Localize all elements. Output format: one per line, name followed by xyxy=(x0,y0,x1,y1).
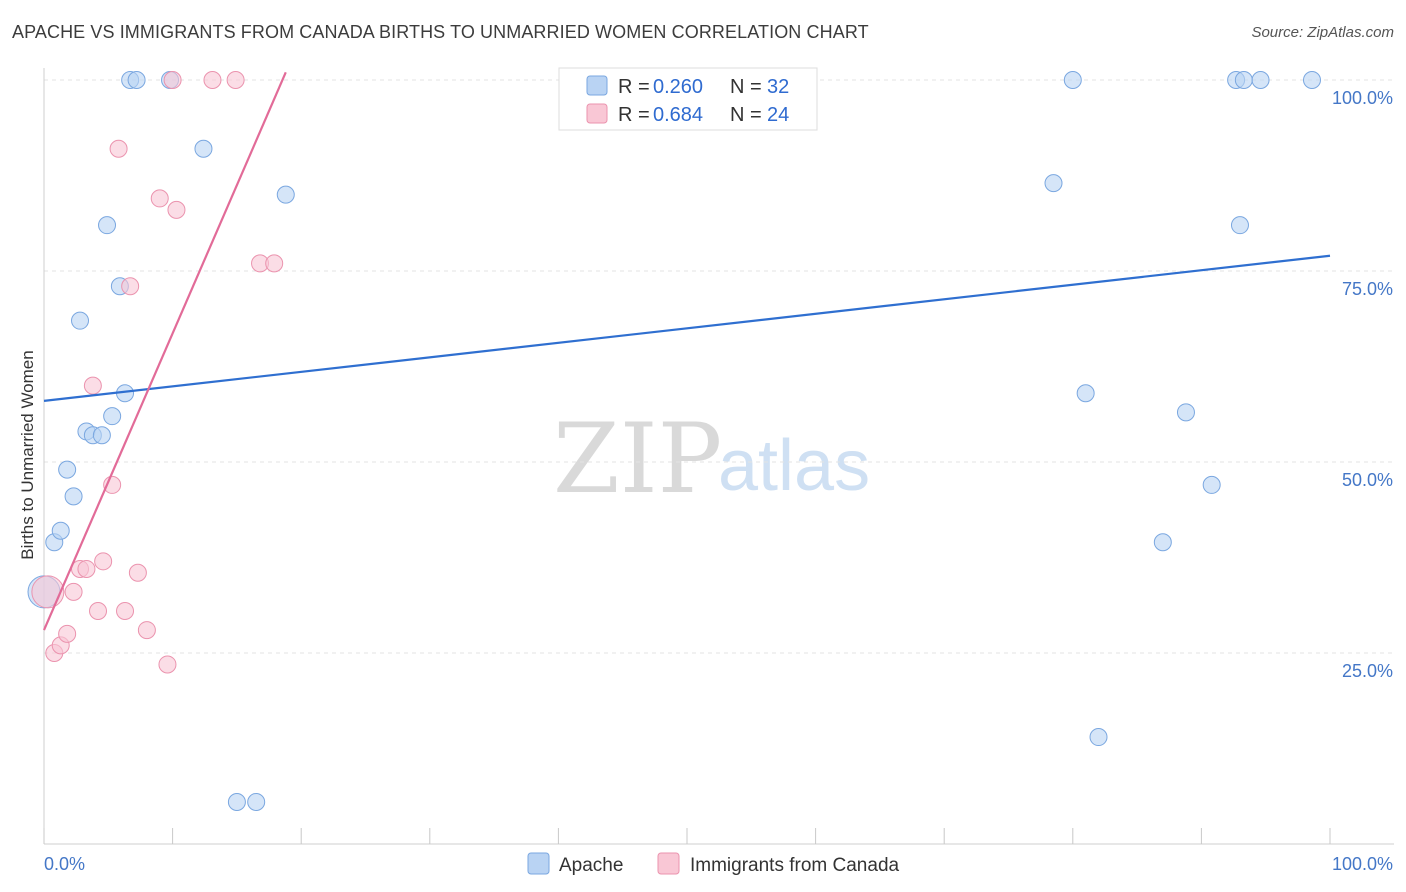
legend-apache-label: Apache xyxy=(559,855,623,876)
canada-point-21 xyxy=(226,71,245,89)
y-tick-label-100: 100.0% xyxy=(1332,88,1393,108)
canada-point-18 xyxy=(163,71,182,89)
canada-point-9 xyxy=(94,552,113,571)
apache-point-30 xyxy=(1251,71,1270,89)
canada-point-15 xyxy=(137,621,156,640)
apache-r-label: R = xyxy=(618,76,650,98)
apache-point-31 xyxy=(1302,71,1321,89)
x-tick-label-0: 0.0% xyxy=(44,854,85,874)
canada-n-label: N = xyxy=(730,104,762,126)
apache-trend-line xyxy=(43,254,1331,402)
canada-r-value: 0.684 xyxy=(653,104,703,126)
canada-point-6 xyxy=(77,559,96,578)
apache-point-24 xyxy=(1153,533,1172,552)
apache-point-23 xyxy=(1089,728,1108,747)
legend-canada-label: Immigrants from Canada xyxy=(690,855,900,876)
y-tick-label-50: 50.0% xyxy=(1342,470,1393,490)
apache-point-2 xyxy=(51,521,70,540)
legend-apache-swatch xyxy=(527,852,550,875)
x-tick-label-100: 100.0% xyxy=(1332,854,1393,874)
canada-point-17 xyxy=(158,655,177,674)
x-ticks xyxy=(43,828,1331,844)
apache-swatch xyxy=(586,75,608,96)
canada-point-12 xyxy=(116,601,135,620)
canada-n-value: 24 xyxy=(767,104,789,126)
stats-legend: R = 0.260 N = 32 R = 0.684 N = 24 xyxy=(558,67,818,131)
apache-point-14 xyxy=(127,71,146,89)
gridlines xyxy=(44,79,1394,654)
canada-point-7 xyxy=(83,376,102,395)
apache-n-label: N = xyxy=(730,76,762,98)
apache-point-4 xyxy=(64,487,83,506)
apache-point-29 xyxy=(1234,71,1253,89)
apache-point-17 xyxy=(227,792,246,811)
apache-point-10 xyxy=(103,407,122,426)
apache-point-19 xyxy=(276,185,295,204)
apache-point-20 xyxy=(1044,174,1063,193)
apache-point-28 xyxy=(1230,216,1249,235)
canada-point-13 xyxy=(121,277,140,296)
canada-points xyxy=(31,71,284,674)
canada-point-19 xyxy=(167,200,186,219)
watermark-atlas: atlas xyxy=(718,426,870,506)
canada-r-label: R = xyxy=(618,104,650,126)
canada-point-16 xyxy=(150,189,169,208)
canada-point-14 xyxy=(128,563,147,582)
apache-point-16 xyxy=(194,139,213,158)
axes xyxy=(43,68,1394,845)
trend-lines xyxy=(42,71,1331,631)
apache-point-18 xyxy=(247,792,266,811)
canada-swatch xyxy=(586,103,608,124)
watermark: ZIP atlas xyxy=(553,403,870,515)
canada-point-4 xyxy=(64,582,83,601)
apache-point-3 xyxy=(58,460,77,479)
canada-point-11 xyxy=(109,139,128,158)
source-label: Source: ZipAtlas.com xyxy=(1251,24,1394,41)
apache-point-26 xyxy=(1202,475,1221,494)
apache-point-5 xyxy=(71,311,90,330)
apache-point-8 xyxy=(92,426,111,445)
canada-point-20 xyxy=(203,71,222,89)
y-tick-label-25: 25.0% xyxy=(1342,661,1393,681)
watermark-zip: ZIP xyxy=(553,403,722,515)
chart-title: APACHE VS IMMIGRANTS FROM CANADA BIRTHS … xyxy=(12,22,869,42)
canada-trend-line xyxy=(42,71,287,631)
apache-points xyxy=(27,71,1321,811)
apache-r-value: 0.260 xyxy=(653,76,703,98)
apache-point-9 xyxy=(98,216,117,235)
series-legend: Apache Immigrants from Canada xyxy=(527,852,900,876)
canada-point-0 xyxy=(31,575,65,609)
legend-canada-swatch xyxy=(657,852,680,875)
apache-n-value: 32 xyxy=(767,76,789,98)
apache-point-22 xyxy=(1076,384,1095,403)
canada-point-23 xyxy=(265,254,284,273)
canada-point-3 xyxy=(58,624,77,643)
apache-point-25 xyxy=(1176,403,1195,422)
apache-point-21 xyxy=(1063,71,1082,89)
canada-point-8 xyxy=(89,601,108,620)
y-tick-label-75: 75.0% xyxy=(1342,279,1393,299)
y-tick-labels: 25.0% 50.0% 75.0% 100.0% xyxy=(1332,88,1393,681)
